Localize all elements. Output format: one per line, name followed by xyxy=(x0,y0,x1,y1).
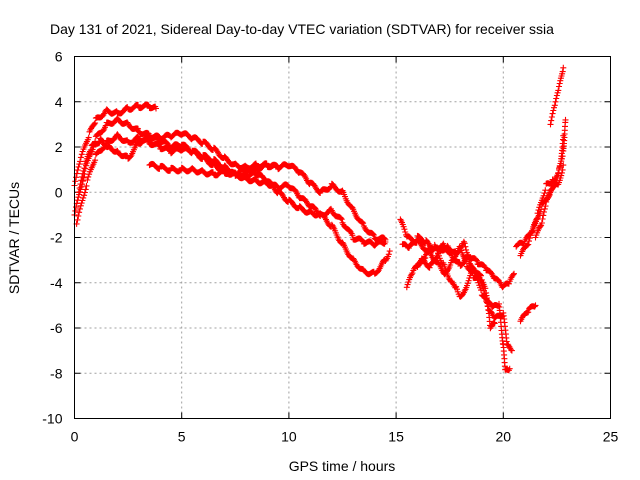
y-tick-label: -2 xyxy=(50,230,63,246)
y-tick-label: 4 xyxy=(55,94,63,110)
x-tick-label: 20 xyxy=(496,429,512,445)
series-track-9 xyxy=(414,241,498,332)
y-tick-label: 0 xyxy=(55,184,63,200)
series-track-10 xyxy=(513,132,567,250)
y-tick-label: -4 xyxy=(50,275,63,291)
series-track-2 xyxy=(71,115,282,218)
plot-frame xyxy=(74,56,611,419)
x-axis-label: GPS time / hours xyxy=(289,458,396,474)
data-point-markers xyxy=(547,64,567,128)
y-tick-label: 2 xyxy=(55,139,63,155)
x-tick-label: 25 xyxy=(603,429,619,445)
data-point-markers xyxy=(532,116,569,241)
series-track-13 xyxy=(547,64,567,128)
series-track-11 xyxy=(517,302,539,325)
series-track-14 xyxy=(532,116,569,241)
chart-grid xyxy=(74,56,611,419)
x-tick-label: 10 xyxy=(281,429,297,445)
data-point-markers xyxy=(517,302,539,325)
series-track-5 xyxy=(146,160,389,249)
data-points xyxy=(71,64,569,374)
data-point-markers xyxy=(414,241,498,332)
y-tick-label: -6 xyxy=(50,320,63,336)
y-tick-label: 6 xyxy=(55,49,63,65)
y-tick-label: -8 xyxy=(50,365,63,381)
data-point-markers xyxy=(146,160,389,249)
chart-title: Day 131 of 2021, Sidereal Day-to-day VTE… xyxy=(50,21,554,37)
x-tick-label: 0 xyxy=(71,429,79,445)
series-track-4 xyxy=(75,134,389,243)
data-point-markers xyxy=(75,134,389,243)
y-axis-label: SDTVAR / TECUs xyxy=(6,182,22,294)
x-tick-label: 5 xyxy=(178,429,186,445)
data-point-markers xyxy=(71,115,282,218)
x-tick-label: 15 xyxy=(388,429,404,445)
data-point-markers xyxy=(513,132,567,250)
axis-tick-labels: 0 5 10 15 20 25 -10 -8 -6 -4 -2 0 2 4 6 xyxy=(42,49,618,445)
y-tick-label: -10 xyxy=(42,411,62,427)
